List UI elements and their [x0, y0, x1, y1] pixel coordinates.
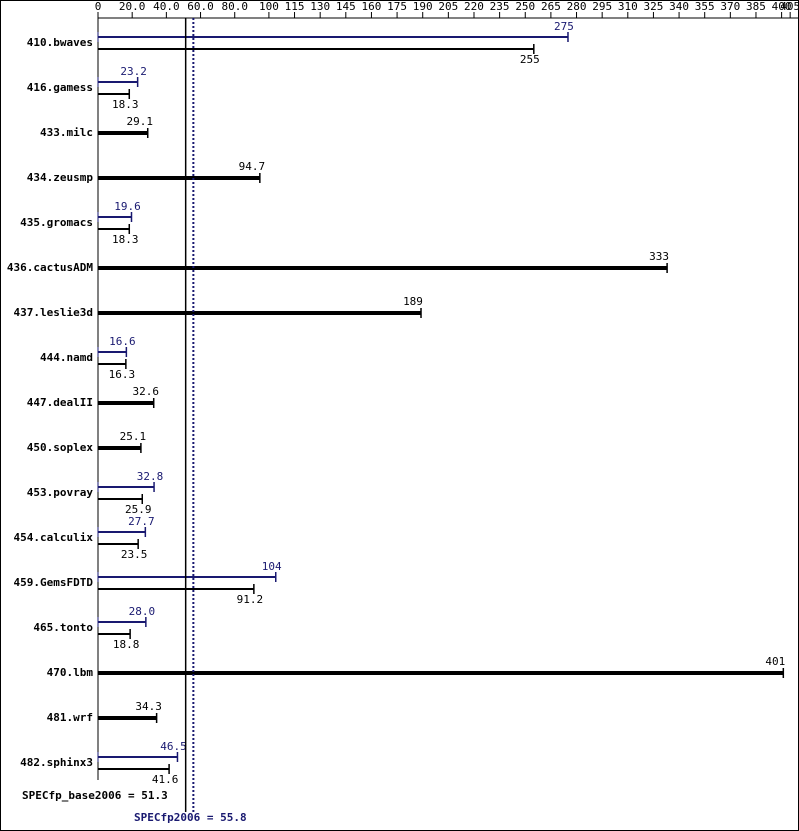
- summary-label: SPECfp_base2006 = 51.3: [22, 789, 168, 802]
- x-tick-label: 250: [515, 0, 535, 13]
- x-tick-label: 310: [618, 0, 638, 13]
- x-tick-label: 220: [464, 0, 484, 13]
- value-label: 401: [765, 655, 785, 668]
- x-tick-label: 80.0: [221, 0, 248, 13]
- value-label: 333: [649, 250, 669, 263]
- value-label: 18.3: [112, 98, 139, 111]
- category-label: 434.zeusmp: [27, 171, 94, 184]
- x-tick-label: 370: [720, 0, 740, 13]
- value-label: 27.7: [128, 515, 155, 528]
- category-label: 416.gamess: [27, 81, 93, 94]
- category-label: 444.namd: [40, 351, 93, 364]
- value-label: 41.6: [152, 773, 179, 786]
- x-tick-label: 40.0: [153, 0, 180, 13]
- x-tick-label: 355: [695, 0, 715, 13]
- category-label: 435.gromacs: [20, 216, 93, 229]
- value-label: 18.3: [112, 233, 139, 246]
- x-tick-label: 280: [567, 0, 587, 13]
- value-label: 275: [554, 20, 574, 33]
- category-label: 453.povray: [27, 486, 94, 499]
- x-tick-label: 20.0: [119, 0, 146, 13]
- category-label: 465.tonto: [33, 621, 93, 634]
- x-tick-label: 295: [592, 0, 612, 13]
- category-label: 481.wrf: [47, 711, 93, 724]
- value-label: 189: [403, 295, 423, 308]
- value-label: 23.5: [121, 548, 148, 561]
- value-label: 18.8: [113, 638, 140, 651]
- summary-label: SPECfp2006 = 55.8: [134, 811, 247, 824]
- x-tick-label: 60.0: [187, 0, 214, 13]
- x-tick-label: 130: [310, 0, 330, 13]
- value-label: 19.6: [114, 200, 141, 213]
- x-tick-label: 385: [746, 0, 766, 13]
- x-tick-label: 175: [387, 0, 407, 13]
- category-label: 436.cactusADM: [7, 261, 93, 274]
- category-label: 470.lbm: [47, 666, 94, 679]
- category-label: 459.GemsFDTD: [14, 576, 94, 589]
- category-label: 437.leslie3d: [14, 306, 93, 319]
- x-tick-label: 325: [643, 0, 663, 13]
- x-tick-label: 265: [541, 0, 561, 13]
- value-label: 16.3: [109, 368, 136, 381]
- value-label: 28.0: [129, 605, 156, 618]
- x-tick-label: 235: [490, 0, 510, 13]
- x-tick-label: 340: [669, 0, 689, 13]
- x-tick-label: 405: [780, 0, 799, 13]
- x-tick-label: 0: [95, 0, 102, 13]
- category-label: 482.sphinx3: [20, 756, 93, 769]
- value-label: 94.7: [239, 160, 266, 173]
- category-label: 410.bwaves: [27, 36, 93, 49]
- category-label: 450.soplex: [27, 441, 94, 454]
- value-label: 23.2: [120, 65, 147, 78]
- x-tick-label: 145: [336, 0, 356, 13]
- value-label: 255: [520, 53, 540, 66]
- x-tick-label: 400: [772, 0, 792, 13]
- value-label: 32.6: [132, 385, 159, 398]
- value-label: 32.8: [137, 470, 164, 483]
- value-label: 25.9: [125, 503, 152, 516]
- value-label: 91.2: [237, 593, 264, 606]
- category-label: 447.dealII: [27, 396, 93, 409]
- value-label: 29.1: [126, 115, 153, 128]
- value-label: 25.1: [120, 430, 147, 443]
- value-label: 34.3: [135, 700, 162, 713]
- x-tick-label: 115: [285, 0, 305, 13]
- x-tick-label: 205: [438, 0, 458, 13]
- value-label: 46.5: [160, 740, 187, 753]
- x-tick-label: 160: [362, 0, 382, 13]
- value-label: 16.6: [109, 335, 136, 348]
- value-label: 104: [262, 560, 282, 573]
- x-tick-label: 190: [413, 0, 433, 13]
- category-label: 454.calculix: [14, 531, 94, 544]
- category-label: 433.milc: [40, 126, 93, 139]
- x-tick-label: 100: [259, 0, 279, 13]
